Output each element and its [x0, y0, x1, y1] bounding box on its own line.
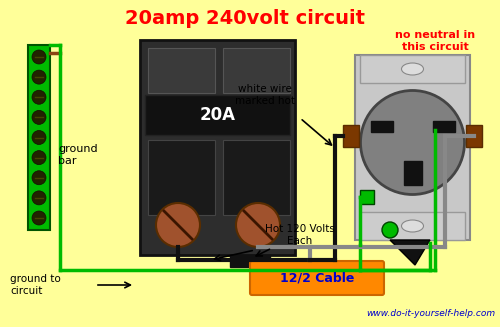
Ellipse shape — [402, 63, 423, 75]
Bar — [404, 161, 421, 184]
Bar — [370, 121, 392, 131]
Circle shape — [32, 171, 46, 185]
Text: www.do-it-yourself-help.com: www.do-it-yourself-help.com — [366, 309, 495, 318]
Bar — [140, 40, 295, 255]
Circle shape — [360, 91, 465, 195]
Circle shape — [32, 50, 46, 64]
Circle shape — [32, 211, 46, 225]
Bar — [230, 255, 270, 267]
Circle shape — [32, 90, 46, 104]
Circle shape — [32, 70, 46, 84]
Bar — [466, 125, 482, 146]
Circle shape — [156, 203, 200, 247]
Bar — [432, 121, 454, 131]
Bar — [343, 125, 359, 146]
Circle shape — [32, 191, 46, 205]
Text: 20A: 20A — [200, 106, 235, 124]
Text: no neutral in
this circuit: no neutral in this circuit — [395, 30, 475, 52]
Bar — [360, 190, 374, 204]
Circle shape — [32, 111, 46, 124]
Polygon shape — [390, 240, 430, 265]
Bar — [223, 140, 290, 215]
Bar — [145, 95, 290, 135]
Text: 12/2 Cable: 12/2 Cable — [280, 271, 354, 284]
Text: ground to
circuit: ground to circuit — [10, 274, 61, 296]
Text: 20amp 240volt circuit: 20amp 240volt circuit — [125, 9, 365, 27]
Text: Hot 120 Volts
Each: Hot 120 Volts Each — [265, 224, 335, 246]
Circle shape — [32, 151, 46, 164]
Circle shape — [382, 222, 398, 238]
Circle shape — [32, 130, 46, 145]
Text: ground
bar: ground bar — [58, 144, 98, 166]
FancyBboxPatch shape — [250, 261, 384, 295]
Bar — [355, 55, 470, 240]
Text: white wire
marked hot: white wire marked hot — [235, 84, 295, 106]
Bar — [360, 212, 465, 240]
Bar — [223, 48, 290, 93]
Bar — [360, 55, 465, 83]
Ellipse shape — [402, 220, 423, 232]
Bar — [148, 140, 215, 215]
Circle shape — [236, 203, 280, 247]
Bar — [148, 48, 215, 93]
Bar — [28, 45, 50, 230]
